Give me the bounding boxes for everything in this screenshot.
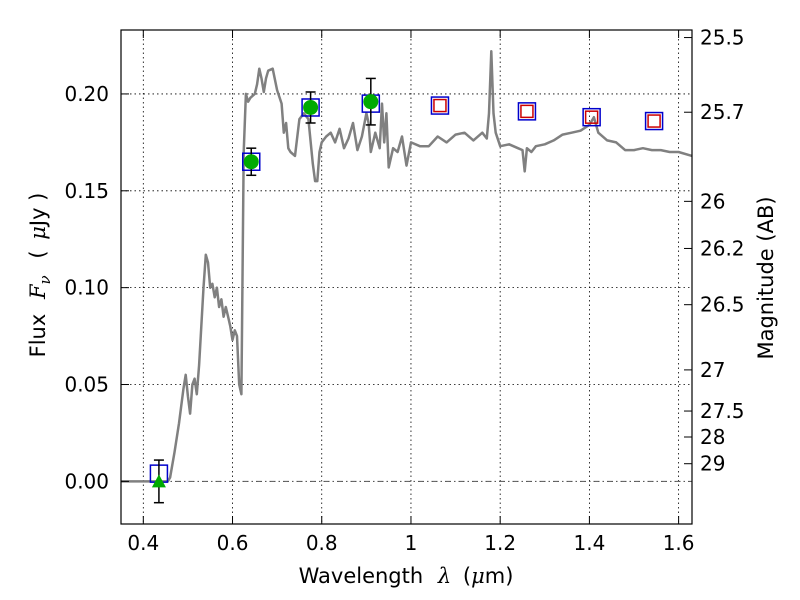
predicted-square-marker xyxy=(520,104,534,119)
y-axis-label: Flux Fν ( μJy ) xyxy=(26,193,55,358)
y-tick-label: 0.15 xyxy=(64,179,109,203)
magnitude-tick-label: 26 xyxy=(700,189,725,213)
x-tick-label: 1 xyxy=(405,531,418,555)
x-axis-label-symbol: λ xyxy=(437,564,451,588)
y-axis-label-unit-mu: μ xyxy=(26,226,50,240)
plot-frame xyxy=(120,29,693,525)
magnitude-tick-label: 26.2 xyxy=(700,236,745,260)
y-tick-label: 0.00 xyxy=(64,469,109,493)
y-axis-label-unit-open: ( xyxy=(26,250,50,258)
predicted-square-marker xyxy=(433,98,447,113)
observed-square-marker xyxy=(644,111,664,131)
measurement-circle-marker xyxy=(303,99,319,115)
observed-square-marker xyxy=(582,107,601,127)
magnitude-tick-label: 25.7 xyxy=(700,100,745,124)
grid xyxy=(121,30,692,524)
y-axis-label-symbol: F xyxy=(26,283,50,300)
spectrum-line xyxy=(121,50,693,483)
x-axis-label-unit-mu: μ xyxy=(471,564,485,588)
magnitude-tick-label: 25.5 xyxy=(700,26,745,50)
magnitude-tick-label: 27.5 xyxy=(700,399,745,423)
predicted-square-marker xyxy=(647,114,661,128)
x-tick-label: 1.4 xyxy=(573,531,605,555)
axis-ticks: 0.4 0.6 0.8 1 1.2 1.4 1.6 0.00 0.05 0.10 0.15 0.20 2… xyxy=(64,26,744,555)
x-axis-label-text: Wavelength xyxy=(299,564,424,588)
x-axis-label: Wavelength λ (μm) xyxy=(299,564,514,588)
y-tick-label: 0.20 xyxy=(64,82,109,106)
x-tick-label: 0.6 xyxy=(217,531,249,555)
photometry-points xyxy=(149,77,664,504)
x-tick-label: 1.2 xyxy=(484,531,516,555)
magnitude-tick-label: 27 xyxy=(700,358,725,382)
x-tick-label: 0.4 xyxy=(127,531,159,555)
x-axis-label-unit-open: ( xyxy=(463,564,471,588)
y-axis-label-symbol-sub: ν xyxy=(36,275,54,284)
upper-limit-triangle-marker xyxy=(151,474,166,488)
x-axis-label-unit-rest: m) xyxy=(485,564,514,588)
y-axis-label-text: Flux xyxy=(26,314,50,358)
measurement-circle-marker xyxy=(243,154,259,170)
magnitude-tick-label: 29 xyxy=(700,452,725,476)
magnitude-tick-label: 26.5 xyxy=(700,293,745,317)
x-tick-label: 0.8 xyxy=(306,531,338,555)
y-axis-label-unit-rest: Jy ) xyxy=(26,193,50,229)
observed-square-marker xyxy=(430,96,450,115)
x-tick-label: 1.6 xyxy=(663,531,695,555)
magnitude-axis-label: Magnitude (AB) xyxy=(754,196,778,359)
observed-square-marker xyxy=(517,102,537,121)
y-tick-label: 0.05 xyxy=(64,373,109,397)
predicted-square-marker xyxy=(584,110,599,124)
model-spectrum xyxy=(121,50,693,483)
measurement-circle-marker xyxy=(363,94,379,110)
magnitude-tick-label: 28 xyxy=(700,425,725,449)
y-tick-label: 0.10 xyxy=(64,276,109,300)
